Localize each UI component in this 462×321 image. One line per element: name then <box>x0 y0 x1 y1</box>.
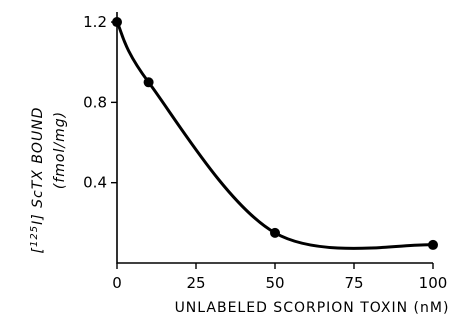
ticks <box>111 21 434 269</box>
x-tick-label: 25 <box>186 274 205 292</box>
x-tick-label: 0 <box>112 274 122 292</box>
axis-lines <box>116 12 433 264</box>
data-point <box>112 17 122 28</box>
y-axis-unit: (fmol/mg) <box>52 111 68 189</box>
y-tick-label: 1.2 <box>83 13 107 31</box>
series-curve <box>115 21 434 250</box>
y-tick-label: 0.8 <box>83 93 107 111</box>
data-point <box>270 227 280 238</box>
y-tick-label: 0.4 <box>83 174 107 192</box>
x-tick-label: 50 <box>265 274 284 292</box>
data-point <box>143 77 154 88</box>
y-axis-label-group: [125I] ScTX BOUND <box>29 107 47 254</box>
axes <box>116 12 433 264</box>
data-points <box>112 17 438 250</box>
y-axis-label-superscript: 125 <box>29 225 40 247</box>
x-tick-label: 100 <box>419 274 448 292</box>
data-point <box>428 239 438 250</box>
y-axis-unit-group: (fmol/mg) <box>52 111 68 189</box>
tick-labels: 0 25 50 75 100 0.4 0.8 1.2 <box>83 13 447 292</box>
y-axis-label: [125I] ScTX BOUND <box>29 107 47 254</box>
x-axis-label: UNLABELED SCORPION TOXIN (nM) <box>175 300 450 316</box>
x-tick-label: 75 <box>344 274 363 292</box>
